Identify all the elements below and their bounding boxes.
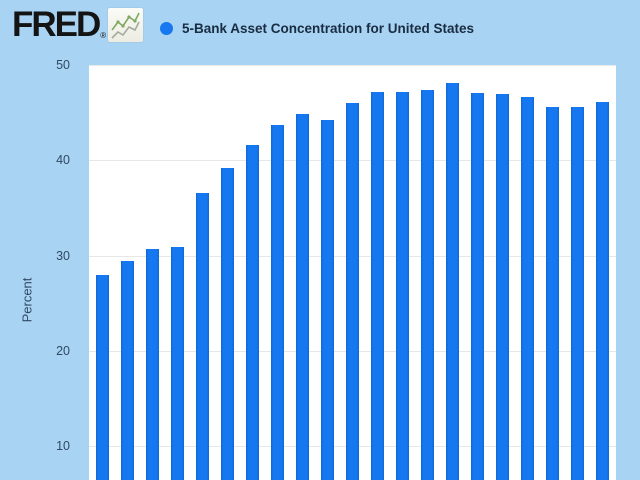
- bar-2010[interactable]: [446, 83, 459, 480]
- bar-2003[interactable]: [271, 125, 284, 480]
- bar-2013[interactable]: [521, 97, 534, 480]
- bar-2006[interactable]: [346, 103, 359, 480]
- bar-2005[interactable]: [321, 120, 334, 480]
- fred-logo-text: FRED: [12, 5, 101, 44]
- bar-2004[interactable]: [296, 113, 309, 480]
- y-tick-label: 20: [56, 343, 70, 358]
- bar-1997[interactable]: [121, 261, 134, 480]
- bar-1998[interactable]: [146, 248, 159, 480]
- plot-area: [89, 65, 616, 480]
- gridline: [89, 65, 616, 66]
- bar-2001[interactable]: [221, 167, 234, 480]
- bar-2011[interactable]: [471, 92, 484, 480]
- bar-2014[interactable]: [546, 106, 559, 480]
- bar-2002[interactable]: [246, 145, 259, 480]
- y-axis-title: Percent: [19, 277, 35, 323]
- series-legend-dot: [160, 21, 173, 35]
- y-tick-label: 50: [56, 58, 70, 72]
- bar-2012[interactable]: [496, 93, 509, 480]
- series-title[interactable]: 5-Bank Asset Concentration for United St…: [182, 20, 475, 36]
- bar-2015[interactable]: [571, 106, 584, 480]
- chart-header: FRED ® 5-Bank Asset Concentration for Un…: [0, 0, 640, 56]
- bar-2009[interactable]: [421, 89, 434, 480]
- bar-2008[interactable]: [396, 91, 409, 480]
- bar-1999[interactable]: [171, 247, 184, 480]
- fred-sparkline-icon: [108, 8, 144, 42]
- bar-2016[interactable]: [596, 102, 609, 480]
- registered-trademark-symbol: ®: [100, 31, 107, 40]
- y-tick-label: 40: [56, 153, 70, 168]
- y-tick-label: 10: [56, 439, 70, 454]
- bar-1996[interactable]: [96, 274, 109, 480]
- bar-2007[interactable]: [371, 91, 384, 480]
- bar-2000[interactable]: [196, 192, 209, 480]
- series-legend: 5-Bank Asset Concentration for United St…: [160, 0, 474, 56]
- y-tick-label: 30: [56, 248, 70, 263]
- fred-logo[interactable]: FRED ®: [12, 5, 144, 44]
